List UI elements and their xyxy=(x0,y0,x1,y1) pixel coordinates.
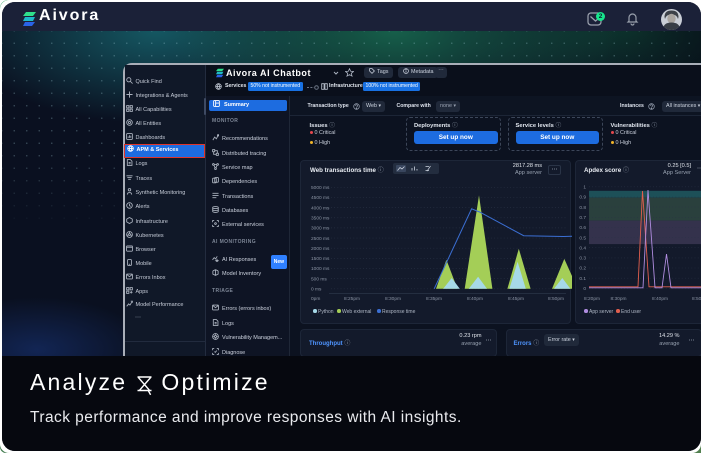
svg-text:8:30pm: 8:30pm xyxy=(611,296,627,302)
svg-text:0.4: 0.4 xyxy=(579,245,586,251)
svg-text:0.8: 0.8 xyxy=(579,204,586,210)
svg-text:8:50pm: 8:50pm xyxy=(548,296,564,302)
svg-text:0pm: 0pm xyxy=(311,296,320,302)
svg-text:3000 ms: 3000 ms xyxy=(311,225,330,231)
svg-text:4500 ms: 4500 ms xyxy=(311,195,330,201)
svg-text:500 ms: 500 ms xyxy=(311,276,327,282)
svg-text:0.7: 0.7 xyxy=(579,214,586,220)
svg-text:2000 ms: 2000 ms xyxy=(311,245,330,251)
svg-text:8:50: 8:50 xyxy=(692,296,701,302)
svg-text:8:20pm: 8:20pm xyxy=(584,296,600,302)
svg-text:0 ms: 0 ms xyxy=(311,286,322,292)
svg-text:8:25pm: 8:25pm xyxy=(344,296,360,302)
svg-text:0: 0 xyxy=(583,286,586,292)
svg-text:0.1: 0.1 xyxy=(579,275,586,281)
svg-text:0.5: 0.5 xyxy=(579,235,586,241)
svg-text:8:35pm: 8:35pm xyxy=(426,296,442,302)
svg-text:8:30pm: 8:30pm xyxy=(385,296,401,302)
svg-text:4000 ms: 4000 ms xyxy=(311,205,330,211)
svg-text:5000 ms: 5000 ms xyxy=(311,185,330,191)
svg-text:1500 ms: 1500 ms xyxy=(311,256,330,262)
svg-text:8:40pm: 8:40pm xyxy=(652,296,668,302)
svg-text:1: 1 xyxy=(583,184,586,190)
svg-text:0.9: 0.9 xyxy=(579,194,586,200)
svg-text:8:40pm: 8:40pm xyxy=(467,296,483,302)
svg-text:8:45pm: 8:45pm xyxy=(508,296,524,302)
svg-text:0.3: 0.3 xyxy=(579,255,586,261)
svg-text:0.6: 0.6 xyxy=(579,225,586,231)
svg-text:1000 ms: 1000 ms xyxy=(311,266,330,272)
svg-text:2500 ms: 2500 ms xyxy=(311,235,330,241)
svg-text:3500 ms: 3500 ms xyxy=(311,215,330,221)
svg-text:0.2: 0.2 xyxy=(579,265,586,271)
